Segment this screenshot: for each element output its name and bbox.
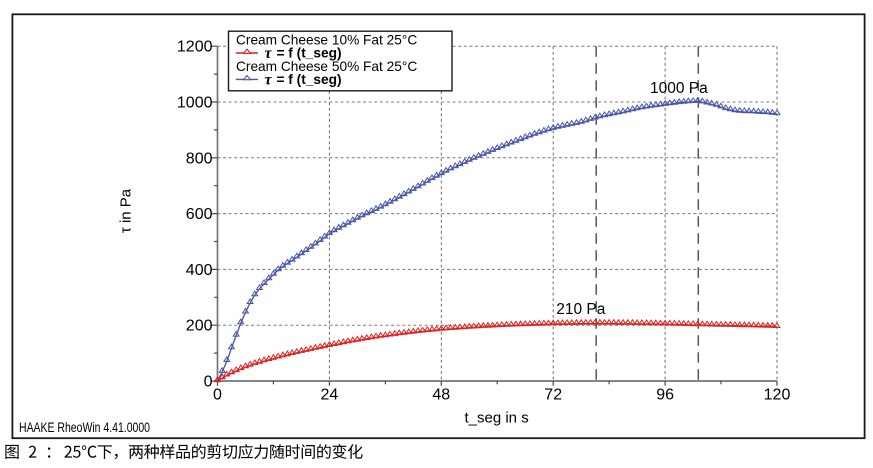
svg-text:600: 600 <box>186 206 213 223</box>
svg-text:400: 400 <box>186 262 213 279</box>
svg-text:1000: 1000 <box>177 95 213 112</box>
svg-text:48: 48 <box>432 387 450 404</box>
svg-text:72: 72 <box>544 387 562 404</box>
svg-text:1200: 1200 <box>177 39 213 56</box>
svg-text:= f (t_seg): = f (t_seg) <box>277 46 342 61</box>
svg-text:96: 96 <box>656 387 674 404</box>
svg-text:210 Pa: 210 Pa <box>556 301 606 318</box>
svg-text:24: 24 <box>321 387 339 404</box>
svg-text:τ: τ <box>265 45 273 62</box>
svg-text:800: 800 <box>186 150 213 167</box>
svg-text:Cream Cheese 10% Fat 25°C: Cream Cheese 10% Fat 25°C <box>236 33 417 48</box>
svg-text:t_seg in s: t_seg in s <box>464 409 528 426</box>
svg-text:τ: τ <box>265 71 273 88</box>
svg-text:1000 Pa: 1000 Pa <box>650 80 708 97</box>
svg-text:= f (t_seg): = f (t_seg) <box>277 72 342 87</box>
svg-text:120: 120 <box>764 387 791 404</box>
svg-text:HAAKE RheoWin 4.41.0000: HAAKE RheoWin 4.41.0000 <box>19 420 150 435</box>
svg-text:0: 0 <box>204 374 213 391</box>
svg-text:200: 200 <box>186 318 213 335</box>
svg-text:Cream Cheese 50% Fat 25°C: Cream Cheese 50% Fat 25°C <box>236 59 417 74</box>
svg-text:0: 0 <box>213 387 222 404</box>
svg-text:τ in Pa: τ in Pa <box>118 188 135 233</box>
